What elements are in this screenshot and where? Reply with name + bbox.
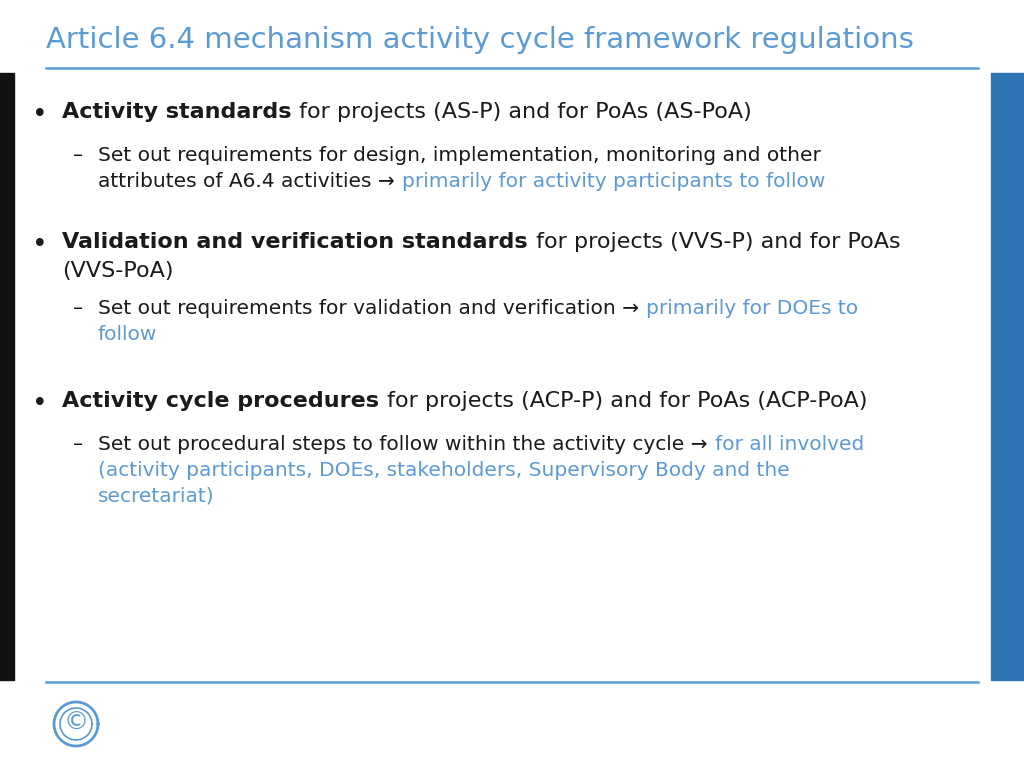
Text: Article 6.4 mechanism activity cycle framework regulations: Article 6.4 mechanism activity cycle fra… (46, 26, 913, 54)
Text: •: • (32, 232, 48, 258)
Text: Set out requirements for design, implementation, monitoring and other: Set out requirements for design, impleme… (98, 146, 821, 165)
Text: –: – (73, 435, 83, 454)
Text: (VVS-PoA): (VVS-PoA) (62, 261, 173, 281)
Text: attributes of A6.4 activities →: attributes of A6.4 activities → (98, 172, 401, 191)
Text: –: – (73, 299, 83, 318)
Text: Validation and verification standards: Validation and verification standards (62, 232, 527, 252)
Text: secretariat): secretariat) (98, 487, 215, 506)
Text: for projects (ACP-P) and for PoAs (ACP-PoA): for projects (ACP-P) and for PoAs (ACP-P… (380, 391, 867, 411)
Text: Activity standards: Activity standards (62, 102, 292, 122)
Text: –: – (73, 146, 83, 165)
Text: •: • (32, 102, 48, 128)
Text: for all involved: for all involved (715, 435, 864, 454)
Text: for projects (VVS-P) and for PoAs: for projects (VVS-P) and for PoAs (528, 232, 900, 252)
Text: Set out requirements for validation and verification →: Set out requirements for validation and … (98, 299, 645, 318)
Text: follow: follow (98, 325, 158, 344)
Text: Set out procedural steps to follow within the activity cycle →: Set out procedural steps to follow withi… (98, 435, 714, 454)
Bar (0, 73, 14, 680)
Text: primarily for DOEs to: primarily for DOEs to (646, 299, 858, 318)
Text: for projects (AS-P) and for PoAs (AS-PoA): for projects (AS-P) and for PoAs (AS-PoA… (293, 102, 753, 122)
Text: (activity participants, DOEs, stakeholders, Supervisory Body and the: (activity participants, DOEs, stakeholde… (98, 461, 790, 480)
Text: primarily for activity participants to follow: primarily for activity participants to f… (402, 172, 825, 191)
Text: Activity cycle procedures: Activity cycle procedures (62, 391, 379, 411)
Text: ©: © (63, 711, 88, 735)
Bar (991, 73, 1024, 680)
Text: •: • (32, 391, 48, 417)
